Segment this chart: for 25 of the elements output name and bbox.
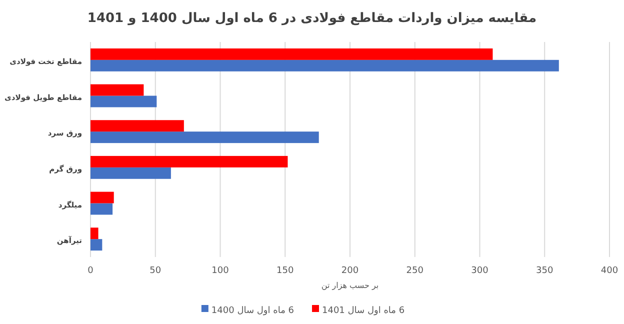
bar bbox=[90, 132, 319, 144]
x-tick-label: 300 bbox=[471, 266, 489, 276]
bar bbox=[90, 192, 114, 204]
bar bbox=[90, 48, 493, 60]
x-tick-label: 150 bbox=[276, 266, 294, 276]
legend-label: 6 ماه اول سال 1401 bbox=[322, 306, 405, 316]
x-tick-label: 0 bbox=[88, 266, 94, 276]
bar bbox=[90, 96, 157, 108]
x-tick-label: 50 bbox=[150, 266, 162, 276]
bar bbox=[90, 203, 113, 215]
bar bbox=[90, 228, 98, 240]
x-tick-label: 100 bbox=[212, 266, 230, 276]
x-tick-label: 250 bbox=[406, 266, 424, 276]
title: مقایسه میزان واردات مقاطع فولادی در 6 ماه اول سال 1400 و 1401 bbox=[87, 11, 537, 26]
x-tick-label: 400 bbox=[600, 266, 618, 276]
x-tick-label: 200 bbox=[341, 266, 359, 276]
x-tick-label: 350 bbox=[536, 266, 554, 276]
bar bbox=[90, 120, 184, 132]
xlabel: بر حسب هزار تن bbox=[321, 281, 379, 290]
bar bbox=[90, 84, 144, 96]
bar bbox=[90, 60, 559, 72]
bar bbox=[90, 167, 171, 179]
legend-label: 6 ماه اول سال 1400 bbox=[211, 306, 294, 316]
bar bbox=[90, 156, 288, 168]
bar bbox=[90, 239, 102, 251]
